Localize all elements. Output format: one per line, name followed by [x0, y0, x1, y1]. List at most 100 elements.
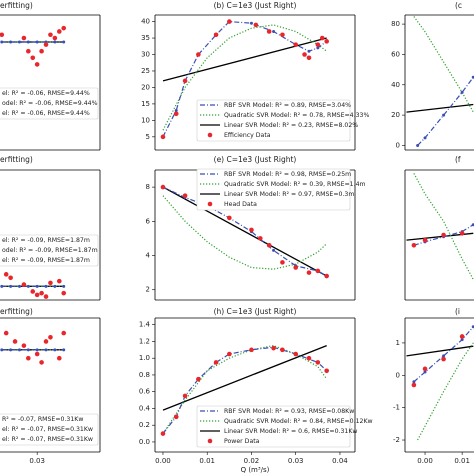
data-point	[12, 339, 18, 344]
legend-label: el: R² = -0.07, RMSE=0.31Kw	[2, 436, 93, 443]
series-marker	[412, 380, 416, 384]
y-tick-label: 80	[391, 20, 400, 28]
data-point	[160, 431, 166, 436]
data-point	[56, 29, 62, 34]
legend-marker	[207, 201, 213, 207]
data-point	[280, 260, 285, 265]
series-line	[162, 20, 328, 138]
series-marker	[272, 29, 276, 33]
series-marker	[62, 40, 66, 44]
series-marker	[174, 108, 178, 112]
legend-label: el: R² = -0.09, RMSE=1.87m	[2, 257, 90, 264]
y-tick-label: 1.2	[139, 337, 150, 345]
plot-area	[160, 184, 329, 279]
legend-label: el: R² = -0.06, RMSE=9.44%	[2, 110, 90, 117]
y-tick-label: 4	[146, 252, 151, 260]
series-marker	[62, 348, 66, 352]
data-point	[173, 414, 179, 420]
data-point	[411, 382, 417, 388]
y-tick-label: 1.0	[139, 354, 150, 362]
data-point	[315, 360, 321, 365]
data-point	[306, 55, 312, 61]
x-tick-label: 0.02	[244, 457, 260, 465]
series-marker	[62, 284, 66, 288]
data-point	[253, 22, 259, 28]
legend-label: Head Data	[224, 201, 257, 208]
data-point	[3, 272, 9, 277]
series-marker	[316, 46, 320, 50]
data-point	[56, 355, 62, 361]
legend-box	[0, 413, 99, 446]
data-point	[173, 111, 179, 117]
data-point	[227, 351, 232, 357]
data-point	[39, 290, 44, 296]
data-point	[43, 294, 49, 299]
subplot-title: (c	[455, 1, 462, 10]
series-marker	[53, 348, 57, 352]
data-point	[3, 330, 9, 336]
data-point	[61, 330, 67, 336]
y-tick-label: 25	[141, 67, 150, 75]
data-point	[30, 55, 36, 61]
data-point	[43, 42, 49, 47]
series-marker	[26, 348, 30, 352]
data-point	[182, 193, 188, 198]
series-marker	[460, 90, 464, 94]
legend-label: R² = -0.07, RMSE=0.31Kw	[2, 416, 83, 423]
series-marker	[9, 40, 13, 44]
data-point	[227, 215, 232, 221]
series-marker	[416, 143, 420, 147]
data-point	[324, 368, 329, 374]
series-marker	[460, 338, 464, 342]
x-tick-label: 0.04	[332, 457, 348, 465]
series-line	[417, 342, 474, 441]
data-point	[213, 32, 219, 38]
series-line	[162, 344, 327, 411]
data-point	[43, 339, 49, 344]
data-point	[249, 347, 254, 353]
subplot-title: (i	[455, 307, 460, 316]
y-tick-label: -2	[393, 436, 400, 444]
legend-label: Power Data	[224, 438, 260, 445]
series-marker	[423, 136, 427, 140]
x-tick-label: 0.01	[199, 457, 215, 465]
data-point	[319, 35, 325, 41]
data-point	[280, 32, 285, 38]
data-point	[52, 35, 58, 41]
data-point	[0, 32, 5, 38]
x-tick-label: 0.03	[29, 457, 45, 465]
data-point	[61, 25, 67, 31]
data-point	[293, 42, 299, 47]
legend-label: el: R² = -0.09, RMSE=1.87m	[2, 237, 90, 244]
subplot: (b) C=1e3 (Just Right) 5 10 15 20 25 30 35 40 RBF…	[141, 1, 369, 151]
legend-marker	[207, 132, 213, 138]
series-marker	[44, 348, 48, 352]
series-marker	[17, 40, 21, 44]
data-point	[196, 52, 201, 57]
subplot-title: erfitting)	[0, 307, 33, 316]
subplot: (e) C=1e3 (Just Right) 2 4 6 8 RBF SVR Model:…	[146, 155, 366, 301]
y-tick-label: 6	[146, 217, 151, 225]
plot-area	[160, 19, 329, 140]
x-tick-label: 0.01	[454, 457, 470, 465]
x-tick-label: 0.03	[288, 457, 304, 465]
data-point	[8, 275, 13, 281]
series-marker	[471, 75, 474, 79]
series-line	[406, 345, 474, 357]
series-marker	[9, 348, 13, 352]
y-tick-label: 0	[396, 141, 400, 149]
series-marker	[26, 284, 30, 288]
data-point	[26, 48, 31, 54]
legend-label: RBF SVR Model: R² = 0.93, RMSE=0.08Kw	[224, 408, 354, 415]
legend-box	[196, 168, 351, 211]
data-point	[34, 292, 40, 298]
subplot: erfitting) el: R² = -0.06, RMSE=9.44% odel…	[0, 1, 101, 151]
data-point	[302, 52, 307, 57]
series-marker	[249, 21, 253, 25]
subplot: erfitting) 0.03 R² = -0.07, RMSE=0.31Kw el:…	[0, 307, 101, 465]
y-tick-label: 0	[396, 371, 400, 379]
data-point	[324, 273, 329, 279]
series-marker	[442, 354, 446, 358]
subplot: erfitting) el: R² = -0.09, RMSE=1.87m odel…	[0, 155, 101, 301]
series-line	[406, 103, 474, 113]
